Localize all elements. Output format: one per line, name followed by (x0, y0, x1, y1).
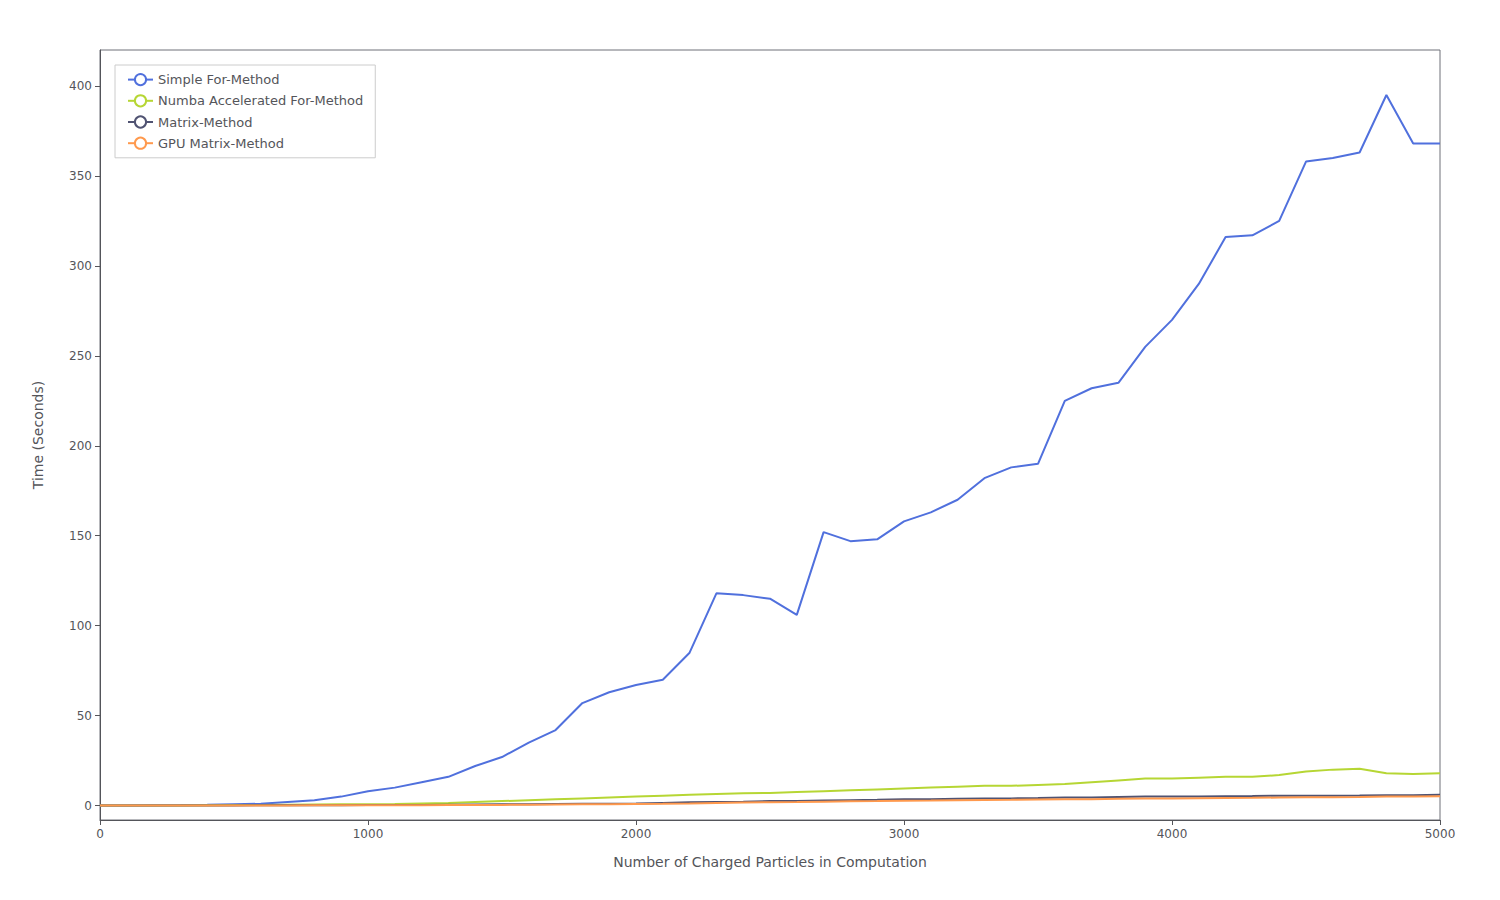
svg-text:50: 50 (77, 709, 92, 723)
svg-text:250: 250 (69, 349, 92, 363)
svg-text:3000: 3000 (889, 827, 920, 841)
svg-text:400: 400 (69, 79, 92, 93)
svg-text:0: 0 (84, 799, 92, 813)
svg-text:Number of Charged Particles in: Number of Charged Particles in Computati… (613, 854, 927, 870)
svg-text:100: 100 (69, 619, 92, 633)
svg-text:5000: 5000 (1425, 827, 1456, 841)
svg-text:GPU Matrix-Method: GPU Matrix-Method (158, 136, 284, 151)
svg-text:Time (Seconds): Time (Seconds) (30, 381, 46, 490)
svg-text:Matrix-Method: Matrix-Method (158, 115, 252, 130)
svg-text:1000: 1000 (353, 827, 384, 841)
svg-text:300: 300 (69, 259, 92, 273)
svg-text:200: 200 (69, 439, 92, 453)
svg-text:4000: 4000 (1157, 827, 1188, 841)
svg-text:150: 150 (69, 529, 92, 543)
svg-text:Simple For-Method: Simple For-Method (158, 72, 279, 87)
svg-text:0: 0 (96, 827, 104, 841)
svg-text:350: 350 (69, 169, 92, 183)
svg-text:2000: 2000 (621, 827, 652, 841)
svg-text:Numba Accelerated For-Method: Numba Accelerated For-Method (158, 93, 363, 108)
